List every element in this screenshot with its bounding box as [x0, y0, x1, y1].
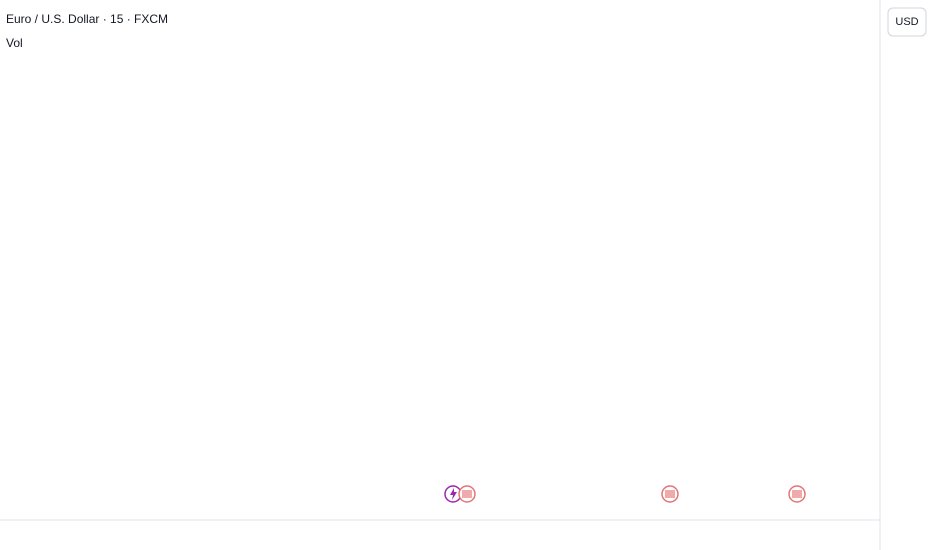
event-flag	[462, 490, 472, 498]
currency-button[interactable]	[887, 7, 927, 37]
event-icons	[444, 485, 806, 503]
currency-label[interactable]: USD	[895, 16, 918, 28]
price-axis-panel	[880, 0, 932, 550]
event-icon-glyph	[450, 488, 457, 500]
event-flag	[665, 490, 675, 498]
event-flag	[792, 490, 802, 498]
chart-title: Euro / U.S. Dollar · 15 · FXCM	[6, 12, 168, 26]
volume-legend: Vol	[6, 36, 23, 50]
